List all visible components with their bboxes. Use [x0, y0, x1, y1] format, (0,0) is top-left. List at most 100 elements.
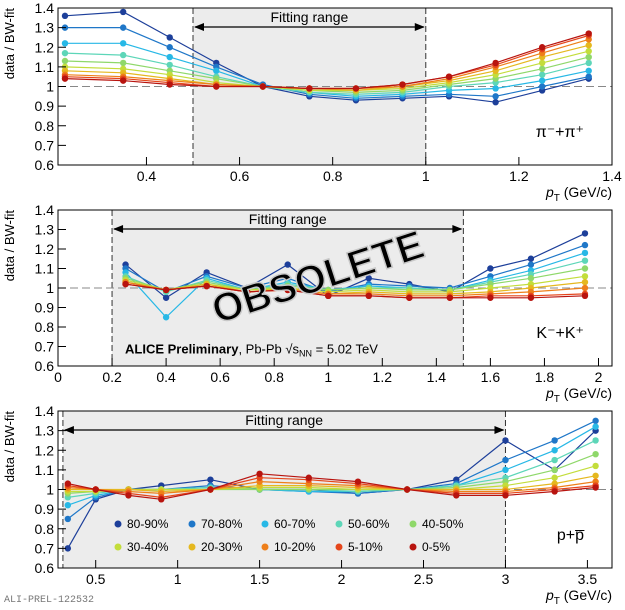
x-tick-label: 1: [422, 168, 430, 184]
data-point-0-5%: [122, 280, 129, 288]
series-line-60-70%: [65, 42, 589, 97]
data-point-0-5%: [487, 294, 494, 301]
data-point-60-70%: [585, 67, 592, 75]
y-tick-label: 1.1: [35, 261, 55, 277]
data-point-20-30%: [585, 42, 592, 49]
y-tick-label: 0.9: [35, 300, 55, 316]
arrow-head-right: [414, 23, 425, 31]
data-point-60-70%: [61, 40, 69, 47]
data-point-0-5%: [305, 474, 312, 481]
data-point-0-5%: [119, 77, 127, 84]
y-tick-label: 0.7: [35, 137, 55, 153]
y-tick-label: 1.4: [35, 0, 55, 16]
data-point-0-5%: [306, 85, 313, 92]
x-tick-label: 0.5: [86, 571, 106, 587]
data-point-30-40%: [551, 474, 558, 481]
y-tick-label: 1: [46, 280, 54, 296]
x-tick-label: 1: [174, 571, 182, 587]
series-line-40-50%: [64, 56, 589, 94]
species-label: π⁻+π⁺: [536, 124, 584, 141]
data-point-0-5%: [92, 486, 99, 493]
data-point-80-90%: [162, 294, 170, 301]
data-point-60-70%: [64, 502, 72, 509]
species-label: p+p̅: [557, 527, 585, 544]
data-point-50-60%: [166, 61, 173, 69]
arrow-head-left: [113, 225, 124, 233]
data-point-50-60%: [119, 51, 127, 59]
data-point-80-90%: [166, 34, 173, 41]
y-tick-label: 0.9: [35, 98, 55, 114]
data-point-30-40%: [581, 273, 589, 280]
data-point-50-60%: [538, 71, 546, 78]
series-line-0-5%: [125, 283, 586, 299]
data-point-70-80%: [592, 417, 599, 425]
data-point-0-5%: [403, 486, 411, 493]
data-point-60-70%: [581, 249, 589, 257]
y-tick-label: 0.6: [35, 157, 55, 173]
y-tick-label: 1.3: [35, 222, 55, 238]
x-axis-label: pT (GeV/c): [545, 587, 612, 607]
data-point-0-5%: [203, 282, 210, 290]
series-line-50-60%: [64, 52, 589, 95]
legend-marker-80-90%: [114, 520, 122, 528]
y-tick-label: 0.7: [35, 540, 55, 556]
data-point-0-5%: [581, 292, 589, 299]
y-tick-label: 0.6: [35, 358, 55, 374]
data-point-0-5%: [64, 480, 72, 487]
legend-label-40-50%: 40-50%: [422, 517, 464, 531]
data-point-0-5%: [445, 73, 453, 80]
y-axis-label: data / BW-fit: [2, 210, 17, 282]
x-tick-label: 1.8: [535, 369, 555, 385]
species-label: K⁻+K⁺: [536, 325, 584, 342]
x-tick-label: 0.4: [156, 369, 176, 385]
y-tick-label: 1.2: [35, 442, 55, 458]
x-tick-label: 0.8: [323, 168, 343, 184]
data-point-40-50%: [538, 65, 546, 73]
data-point-0-5%: [492, 59, 499, 67]
data-point-10-20%: [581, 284, 589, 292]
proton-panel: 0.5 1 1.5 2 2.5 3 3.5 0.6 0.7 0.8 0.9 1 1.1 1.2 1.3 1.4…: [2, 403, 613, 607]
legend-marker-10-20%: [261, 543, 269, 551]
legend-marker-30-40%: [114, 543, 122, 551]
legend-label-0-5%: 0-5%: [422, 540, 450, 554]
x-tick-label: 3.5: [578, 571, 598, 587]
data-point-70-80%: [527, 261, 535, 268]
data-point-80-90%: [527, 255, 535, 262]
data-point-30-40%: [538, 59, 546, 67]
y-tick-label: 1.4: [35, 202, 55, 218]
data-point-80-90%: [365, 275, 372, 282]
data-point-80-90%: [284, 261, 291, 268]
data-point-0-5%: [158, 496, 165, 503]
data-point-70-80%: [166, 44, 173, 51]
data-point-70-80%: [551, 437, 558, 444]
series-line-40-50%: [125, 267, 586, 291]
data-point-0-5%: [162, 286, 170, 294]
fitting-range-label: Fitting range: [245, 412, 323, 428]
pion-panel: 0.4 0.6 0.8 1 1.2 1.4 0.6 0.7 0.8 0.9 1 1.1 1.2 1.3 1.…: [2, 0, 622, 204]
data-point-60-70%: [551, 447, 558, 454]
data-point-0-5%: [213, 83, 220, 90]
series-line-80-90%: [64, 11, 589, 103]
data-point-0-5%: [284, 286, 291, 294]
data-point-70-80%: [492, 93, 499, 100]
fitting-range-label: Fitting range: [270, 9, 348, 25]
data-point-80-90%: [581, 230, 589, 237]
x-axis-label: pT (GeV/c): [545, 184, 612, 204]
x-axis-label: pT (GeV/c): [545, 385, 612, 405]
data-point-60-70%: [502, 466, 509, 474]
preliminary-id: ALI-PREL-122532: [4, 595, 95, 606]
series-line-0-5%: [64, 32, 589, 90]
data-point-0-5%: [538, 44, 546, 51]
x-tick-label: 2: [595, 369, 603, 385]
y-tick-label: 1.3: [35, 20, 55, 36]
data-point-0-5%: [585, 30, 592, 37]
data-point-70-80%: [64, 515, 72, 523]
data-point-60-70%: [492, 85, 499, 92]
x-tick-label: 1.2: [373, 369, 393, 385]
x-tick-label: 0.6: [230, 168, 250, 184]
legend-marker-40-50%: [409, 520, 417, 528]
data-point-60-70%: [213, 67, 220, 75]
data-point-80-90%: [492, 99, 499, 106]
data-point-60-70%: [592, 423, 599, 430]
y-tick-label: 0.8: [35, 118, 55, 134]
